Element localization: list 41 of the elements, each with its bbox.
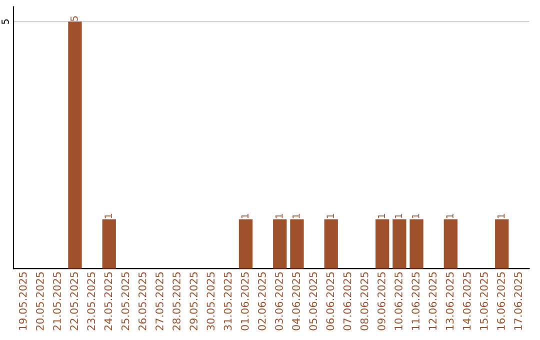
- x-tick-label: 17.06.2025: [514, 272, 522, 330]
- data-label: 1: [378, 214, 386, 218]
- x-tick-label: 19.05.2025: [18, 272, 27, 330]
- x-tick-label: 01.06.2025: [240, 272, 249, 330]
- x-tick-label: 26.05.2025: [138, 272, 146, 330]
- x-tick-label: 22.05.2025: [70, 272, 78, 330]
- x-tick-label: 09.06.2025: [377, 272, 386, 330]
- data-label: 1: [395, 214, 402, 218]
- x-tick-label: 05.06.2025: [309, 272, 318, 330]
- x-tick-label: 29.05.2025: [190, 272, 198, 330]
- data-label: 1: [326, 214, 334, 218]
- data-label: 1: [292, 214, 300, 218]
- x-tick-label: 10.06.2025: [394, 272, 402, 330]
- x-tick-label: 20.05.2025: [36, 272, 44, 330]
- x-tick-label: 25.05.2025: [121, 272, 130, 330]
- x-tick-label: 23.05.2025: [87, 272, 96, 330]
- x-tick-label: 03.06.2025: [275, 272, 283, 330]
- x-tick-label: 15.06.2025: [480, 272, 488, 330]
- data-label: 5: [70, 16, 78, 21]
- x-tick-label: 27.05.2025: [156, 272, 164, 330]
- data-label: 1: [275, 214, 283, 218]
- x-tick-label: 04.06.2025: [292, 272, 300, 330]
- data-label: 1: [446, 214, 454, 218]
- x-tick-label: 12.06.2025: [428, 272, 437, 330]
- data-label: 1: [104, 214, 112, 218]
- x-tick-label: 31.05.2025: [224, 272, 232, 330]
- x-tick-label: 24.05.2025: [104, 272, 112, 330]
- x-tick-label: 16.06.2025: [497, 272, 505, 330]
- x-tick-label: 07.06.2025: [343, 272, 352, 330]
- data-label: 1: [412, 214, 420, 218]
- x-tick-label: 08.06.2025: [360, 272, 368, 330]
- x-tick-label: 11.06.2025: [412, 272, 420, 330]
- data-label: 1: [241, 214, 248, 218]
- x-tick-label: 28.05.2025: [172, 272, 180, 330]
- x-tick-label: 13.06.2025: [446, 272, 454, 330]
- x-tick-label: 02.06.2025: [258, 272, 266, 330]
- x-tick-label: 06.06.2025: [326, 272, 334, 330]
- x-tick-label: 21.05.2025: [53, 272, 61, 330]
- data-label: 1: [497, 214, 505, 218]
- x-tick-label: 14.06.2025: [462, 272, 471, 330]
- x-tick-label: 30.05.2025: [206, 272, 215, 330]
